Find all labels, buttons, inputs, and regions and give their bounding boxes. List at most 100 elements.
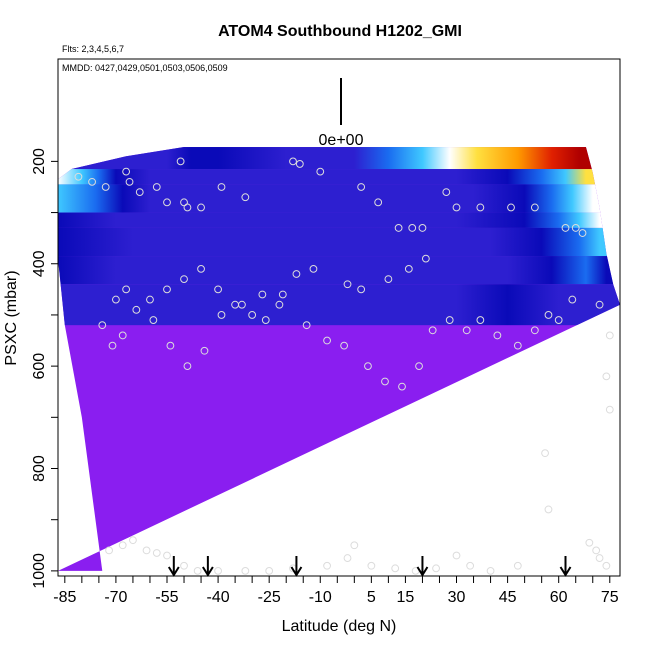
data-point — [98, 321, 107, 330]
data-point — [261, 316, 270, 324]
chart-title: ATOM4 Southbound H1202_GMI — [218, 23, 462, 40]
data-point — [605, 331, 614, 340]
dates-note: MMDD: 0427,0429,0501,0503,0506,0509 — [62, 63, 228, 73]
data-point — [394, 224, 403, 232]
data-point — [544, 311, 553, 319]
data-point — [340, 341, 349, 350]
heatmap-band — [58, 284, 620, 326]
data-point — [289, 157, 297, 166]
data-point — [595, 300, 604, 309]
data-point — [544, 505, 553, 514]
data-point — [418, 224, 427, 232]
data-point — [166, 341, 175, 350]
data-point — [445, 316, 454, 324]
data-point — [241, 193, 250, 202]
data-point — [176, 157, 185, 166]
data-point — [384, 275, 393, 284]
heatmap-band — [58, 227, 620, 257]
data-point — [530, 326, 539, 335]
data-point — [568, 295, 577, 304]
data-point — [585, 538, 594, 547]
x-tick-label: -40 — [207, 589, 230, 606]
y-tick-label: 400 — [31, 250, 48, 277]
y-tick-label: 800 — [31, 455, 48, 482]
data-point — [466, 561, 475, 570]
x-tick-label: 30 — [448, 589, 466, 606]
data-point — [152, 549, 161, 557]
data-point — [238, 300, 246, 309]
y-axis-label: PSXC (mbar) — [3, 270, 20, 365]
data-point — [592, 546, 601, 555]
data-point — [163, 285, 171, 294]
flight-arrow — [202, 556, 214, 577]
heatmap-band — [58, 256, 620, 285]
data-point — [343, 554, 352, 562]
x-axis: -85 -70 -55 -40 -25 -10 5 15 30 45 60 75 — [53, 575, 619, 606]
data-point — [381, 377, 389, 386]
data-point — [513, 341, 522, 350]
data-point — [152, 183, 161, 191]
data-point — [149, 316, 158, 324]
data-point — [265, 566, 274, 575]
data-point — [295, 160, 304, 168]
heatmap-band — [58, 169, 620, 185]
data-point — [493, 331, 502, 340]
data-point — [357, 183, 366, 191]
data-point — [605, 405, 614, 414]
data-point — [323, 561, 331, 570]
data-point — [292, 270, 301, 278]
data-point — [367, 561, 376, 570]
data-point — [122, 167, 131, 176]
scale-label: 0e+00 — [319, 132, 364, 149]
data-point — [578, 229, 587, 237]
data-point — [183, 203, 192, 212]
data-point — [118, 331, 127, 340]
heatmap-band — [58, 212, 620, 228]
data-point — [118, 541, 127, 550]
data-point — [408, 224, 417, 232]
data-point — [452, 203, 461, 212]
data-point — [602, 561, 611, 570]
x-tick-label: 15 — [397, 589, 415, 606]
data-point — [476, 316, 485, 324]
data-point — [142, 546, 151, 555]
y-tick-label: 1000 — [31, 553, 48, 589]
y-tick-label: 200 — [31, 148, 48, 175]
data-point — [129, 536, 137, 545]
data-point — [197, 264, 205, 273]
x-tick-label: 5 — [367, 589, 376, 606]
x-tick-label: 45 — [499, 589, 517, 606]
data-point — [197, 203, 205, 212]
data-point — [163, 551, 171, 560]
y-axis: 200 400 600 800 1000 — [31, 148, 59, 589]
data-point — [193, 566, 202, 575]
flight-arrow — [416, 556, 429, 577]
data-point — [316, 167, 325, 176]
data-point — [374, 198, 383, 207]
data-point — [101, 183, 110, 191]
data-point — [323, 336, 331, 345]
data-point — [357, 285, 366, 294]
data-point — [112, 295, 120, 304]
data-point — [442, 188, 451, 196]
data-point — [214, 566, 222, 575]
data-point — [415, 362, 423, 371]
flight-arrow — [167, 556, 180, 577]
data-point — [554, 316, 563, 324]
data-point — [404, 264, 413, 273]
data-point — [541, 449, 549, 458]
data-point — [513, 561, 522, 570]
data-point — [595, 554, 604, 562]
data-point — [364, 362, 372, 371]
data-point — [421, 254, 430, 263]
data-point — [278, 290, 287, 299]
data-point — [350, 541, 359, 550]
data-point — [309, 264, 318, 273]
data-point — [476, 203, 485, 212]
data-point — [248, 311, 257, 319]
data-point — [398, 382, 406, 391]
data-point — [180, 561, 188, 570]
data-point — [146, 295, 154, 304]
data-point — [561, 224, 570, 232]
